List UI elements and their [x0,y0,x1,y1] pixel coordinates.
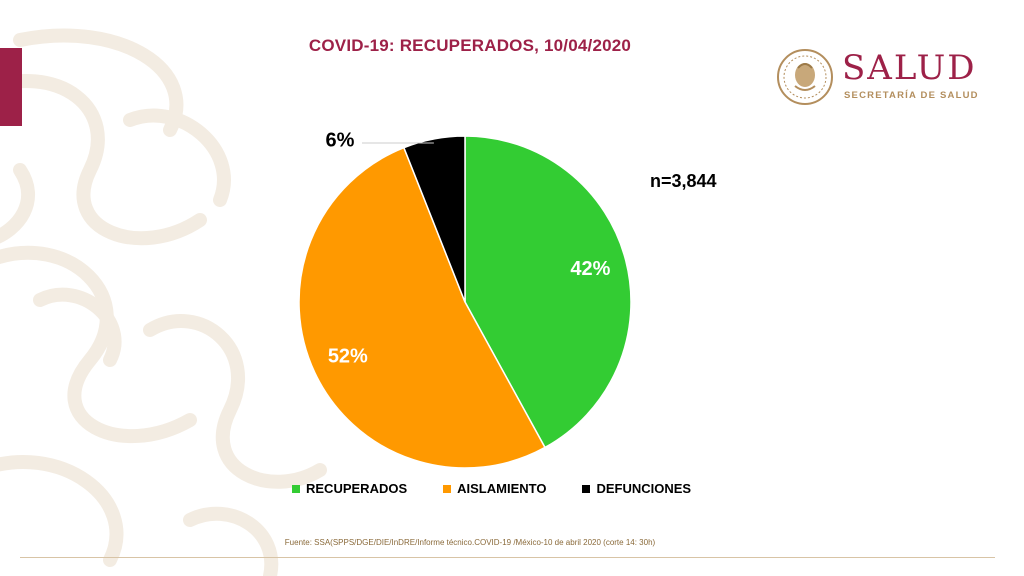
slice-label: 42% [570,258,610,280]
slice-label: 52% [328,345,368,367]
logo-wordmark: SALUD [842,48,977,88]
pie-slice-aislamiento [298,146,546,469]
chart-title: COVID-19: RECUPERADOS, 10/04/2020 [308,36,632,55]
legend-label: AISLAMIENTO [457,481,547,496]
logo-subtitle: SECRETARÍA DE SALUD [844,90,979,101]
background-pattern [0,28,327,576]
footer-divider [20,557,995,558]
slice-label: 6% [326,129,355,151]
legend-item-recuperados: RECUPERADOS [292,481,407,496]
sample-size-label: n=3,844 [650,171,717,191]
legend-label: RECUPERADOS [306,481,408,496]
chart-legend: RECUPERADOS AISLAMIENTO DEFUNCIONES [292,481,691,496]
legend-swatch [292,484,300,493]
accent-bar [0,48,22,126]
mexico-seal-icon [777,49,833,105]
legend-label: DEFUNCIONES [596,481,692,496]
legend-swatch [443,484,452,493]
legend-item-defunciones: DEFUNCIONES [582,481,691,496]
pie-slice-defunciones [402,135,466,303]
salud-logo: SALUD SECRETARÍA DE SALUD [776,44,996,110]
source-note: Fuente: SSA(SPPS/DGE/DIE/InDRE/Informe t… [284,538,656,547]
legend-swatch [582,484,591,493]
legend-item-aislamiento: AISLAMIENTO [443,481,546,496]
pie-slice-recuperados [464,135,632,449]
